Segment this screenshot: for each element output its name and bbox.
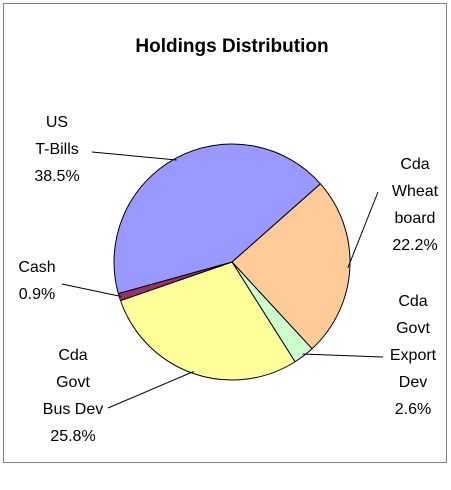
slice-label: US [46,114,68,131]
slice-value-label: 38.5% [34,168,79,185]
leader-line [91,151,177,161]
slice-label: Cda [400,156,429,173]
slice-label: board [395,210,436,227]
slice-label: Cda [58,347,87,364]
slice-value-label: 2.6% [395,401,431,418]
slice-value-label: 0.9% [19,286,55,303]
chart-title: Holdings Distribution [135,36,328,57]
leader-line [302,353,384,358]
slice-label: Export [390,347,437,364]
leader-line [107,371,194,409]
pie-slice [119,261,296,381]
slice-label: Cda [398,293,427,310]
slice-label: Govt [56,374,90,391]
leader-line [61,283,122,297]
slice-label: Dev [399,374,427,391]
pie-slice [113,143,322,295]
leader-line [347,191,379,269]
pie-slice [231,183,351,350]
slice-value-label: 22.2% [392,237,437,254]
slice-value-label: 25.8% [50,428,95,445]
slice-label: Wheat [392,183,439,200]
slice-label: Bus Dev [43,401,103,418]
slice-label: T-Bills [35,141,79,158]
slice-label: Cash [18,259,55,276]
slice-label: Govt [396,320,430,337]
